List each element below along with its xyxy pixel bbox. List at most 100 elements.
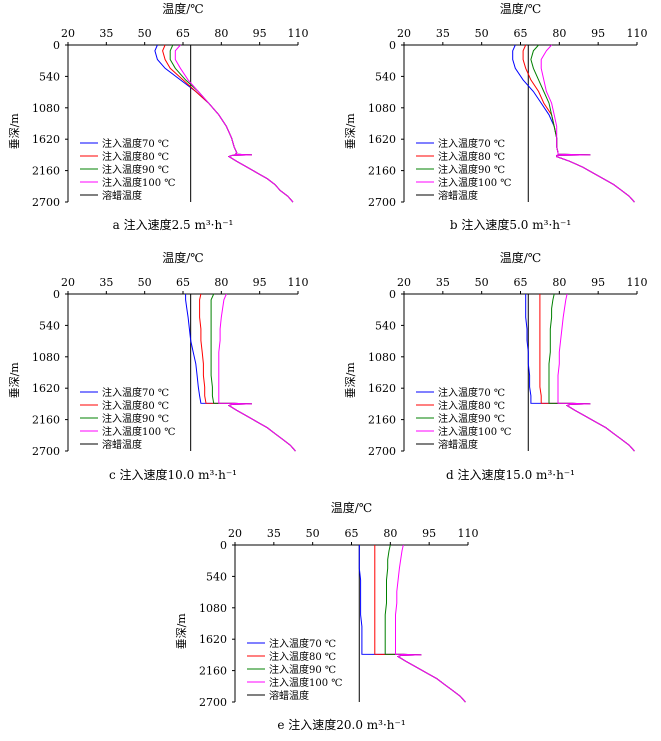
series-line-4 [540, 44, 635, 203]
series-line-3 [530, 44, 635, 203]
x-tick-label: 35 [436, 27, 450, 40]
series-line-2 [522, 44, 635, 203]
series-line-2 [162, 44, 294, 203]
chart-panel-4: 温度/℃ 20 35 50 65 80 95 110 0 540 1080 1620 2160 2700 垂… [344, 250, 648, 482]
legend-label: 溶蜡温度 [438, 438, 478, 451]
y-tick-label: 1620 [32, 133, 60, 146]
y-tick-label: 0 [53, 288, 60, 301]
series-line-4 [218, 293, 296, 452]
legend-label: 注入温度80 ℃ [269, 650, 336, 663]
legend-label: 注入温度100 ℃ [438, 425, 511, 438]
x-tick-label: 65 [514, 276, 528, 289]
x-tick-label: 110 [458, 527, 479, 540]
legend-label: 注入温度80 ℃ [438, 150, 505, 163]
x-tick-label: 95 [253, 27, 267, 40]
y-axis-title: 垂深/m [8, 113, 21, 150]
y-tick-label: 540 [375, 319, 396, 332]
series-line-4 [557, 293, 635, 452]
chart-panel-5: 温度/℃ 20 35 50 65 80 95 110 0 540 1080 1620 2160 2700 垂… [175, 500, 479, 732]
x-tick-label: 110 [288, 276, 309, 289]
x-tick-label: 20 [397, 27, 411, 40]
series-line-2 [199, 293, 296, 452]
x-tick-label: 50 [138, 276, 152, 289]
legend-label: 注入温度90 ℃ [102, 412, 169, 425]
legend-label: 注入温度100 ℃ [102, 176, 175, 189]
x-tick-label: 80 [214, 27, 228, 40]
x-tick-label: 20 [61, 276, 75, 289]
series-line-1 [512, 44, 635, 203]
y-tick-label: 1620 [32, 382, 60, 395]
x-tick-label: 80 [552, 276, 566, 289]
panel-caption: a 注入速度2.5 m³·h⁻¹ [113, 217, 234, 232]
y-tick-label: 2700 [32, 445, 60, 458]
legend-label: 注入温度70 ℃ [269, 637, 336, 650]
x-tick-label: 20 [61, 27, 75, 40]
legend-label: 注入温度70 ℃ [438, 137, 505, 150]
y-tick-label: 2700 [368, 445, 396, 458]
x-tick-label: 80 [383, 527, 397, 540]
panel-caption: b 注入速度5.0 m³·h⁻¹ [450, 217, 571, 232]
x-axis-title: 温度/℃ [162, 1, 203, 16]
y-tick-label: 2160 [32, 414, 60, 427]
legend-label: 溶蜡温度 [269, 689, 309, 702]
x-axis-title: 温度/℃ [500, 1, 541, 16]
legend-label: 注入温度100 ℃ [438, 176, 511, 189]
legend-label: 注入温度80 ℃ [438, 399, 505, 412]
series-line-2 [374, 545, 466, 703]
panel-caption: e 注入速度20.0 m³·h⁻¹ [277, 717, 405, 732]
y-axis-title: 垂深/m [175, 613, 188, 650]
y-axis-title: 垂深/m [8, 362, 21, 399]
legend-label: 注入温度90 ℃ [269, 663, 336, 676]
x-tick-label: 50 [306, 527, 320, 540]
y-tick-label: 2160 [368, 414, 396, 427]
y-tick-label: 2700 [368, 196, 396, 209]
y-tick-label: 0 [389, 288, 396, 301]
y-tick-label: 540 [39, 70, 60, 83]
x-axis-title: 温度/℃ [331, 500, 372, 515]
x-tick-label: 95 [591, 276, 605, 289]
x-tick-label: 20 [228, 527, 242, 540]
y-tick-label: 1080 [199, 602, 227, 615]
legend-label: 溶蜡温度 [102, 189, 142, 202]
x-tick-label: 80 [552, 27, 566, 40]
y-tick-label: 1080 [368, 102, 396, 115]
x-tick-label: 35 [99, 276, 113, 289]
legend-label: 溶蜡温度 [102, 438, 142, 451]
x-tick-label: 65 [345, 527, 359, 540]
chart-panel-3: 温度/℃ 20 35 50 65 80 95 110 0 540 1080 1620 2160 2700 垂… [8, 250, 309, 482]
y-tick-label: 1080 [32, 351, 60, 364]
x-tick-label: 110 [288, 27, 309, 40]
y-tick-label: 2160 [32, 165, 60, 178]
legend-label: 注入温度70 ℃ [102, 386, 169, 399]
y-tick-label: 1080 [368, 351, 396, 364]
legend-label: 溶蜡温度 [438, 189, 478, 202]
series-line-1 [185, 294, 296, 452]
x-tick-label: 35 [99, 27, 113, 40]
y-tick-label: 1620 [199, 633, 227, 646]
y-tick-label: 2700 [32, 196, 60, 209]
series-line-3 [169, 44, 294, 203]
legend-label: 注入温度70 ℃ [102, 137, 169, 150]
x-tick-label: 110 [627, 276, 648, 289]
x-tick-label: 95 [253, 276, 267, 289]
legend-label: 注入温度90 ℃ [102, 163, 169, 176]
x-tick-label: 50 [138, 27, 152, 40]
y-tick-label: 540 [375, 70, 396, 83]
series-line-3 [210, 293, 296, 452]
x-tick-label: 35 [267, 527, 281, 540]
x-axis-title: 温度/℃ [162, 250, 203, 265]
panel-caption: d 注入速度15.0 m³·h⁻¹ [446, 467, 575, 482]
chart-panel-1: 温度/℃ 20 35 50 65 80 95 110 0 540 1080 1620 2160 2700 垂… [8, 1, 309, 232]
x-tick-label: 95 [591, 27, 605, 40]
x-tick-label: 20 [397, 276, 411, 289]
y-tick-label: 1620 [368, 382, 396, 395]
series-line-3 [384, 544, 466, 703]
x-tick-label: 110 [627, 27, 648, 40]
x-tick-label: 35 [436, 276, 450, 289]
x-tick-label: 65 [514, 27, 528, 40]
y-tick-label: 2700 [199, 696, 227, 709]
y-tick-label: 2160 [368, 165, 396, 178]
x-tick-label: 95 [422, 527, 436, 540]
x-tick-label: 50 [475, 276, 489, 289]
